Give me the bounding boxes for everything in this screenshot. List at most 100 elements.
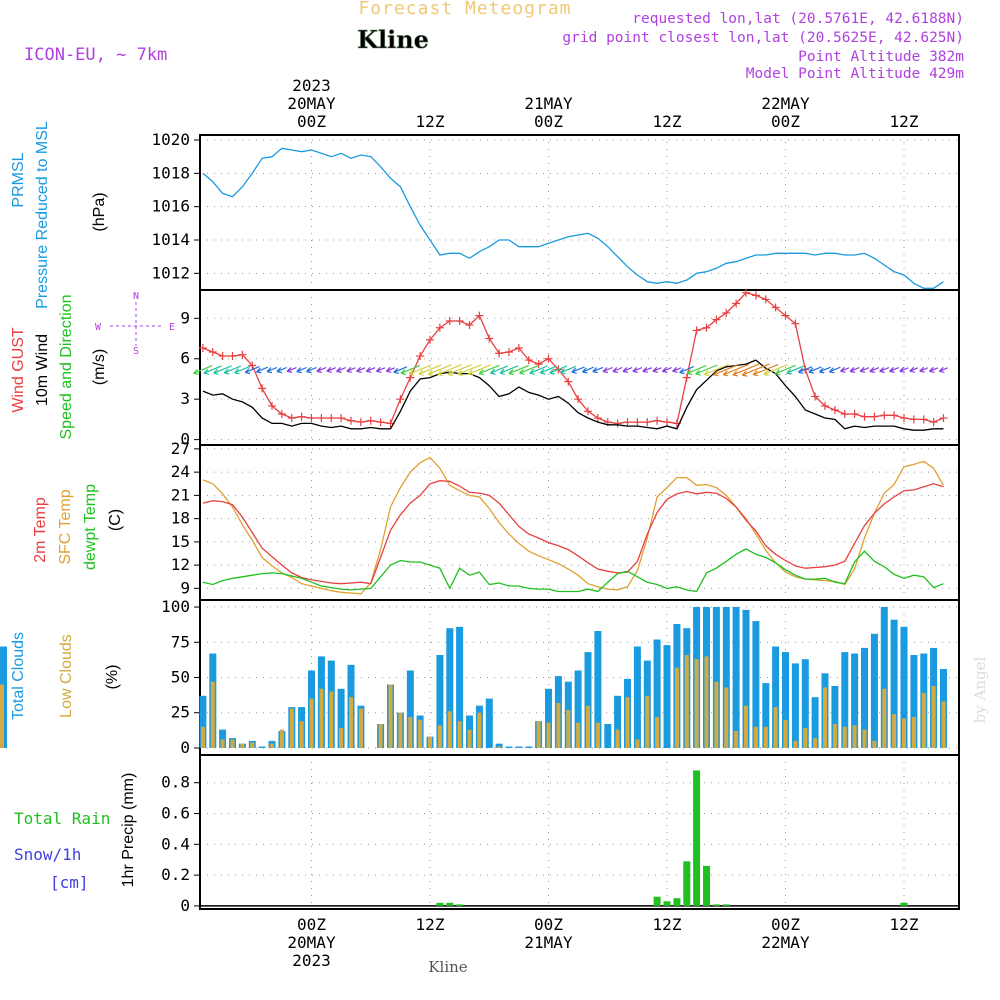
bottom-time-label: 2023 <box>292 951 331 970</box>
wind-direction-arrow <box>336 366 346 373</box>
low-clouds-bar <box>704 656 709 748</box>
gust-marker <box>347 416 355 425</box>
total-clouds-bar <box>584 652 592 748</box>
wind-direction-arrow <box>326 366 336 373</box>
total-clouds-bar <box>456 626 464 748</box>
low-clouds-bar <box>289 708 294 748</box>
gust-marker <box>830 405 839 414</box>
total-clouds-bar <box>337 688 345 748</box>
total-clouds-label: Total Clouds <box>10 632 27 720</box>
y-tick-label: 24 <box>171 462 190 481</box>
low-clouds-bar <box>793 740 798 748</box>
gust-marker <box>633 418 642 427</box>
wind-direction-arrow <box>661 366 672 373</box>
wind-direction-arrow <box>244 366 260 375</box>
low-clouds-label: Low Clouds <box>58 634 75 718</box>
y-tick-label: 0.8 <box>161 773 190 792</box>
wind-direction-arrow <box>741 363 770 377</box>
total-clouds-bar <box>633 646 641 748</box>
total-clouds-bar <box>900 626 908 748</box>
gust-marker <box>732 299 741 308</box>
gust-marker <box>228 352 237 361</box>
total-clouds-bar <box>515 746 523 748</box>
panel-frame-precip <box>199 754 960 910</box>
wind-direction-arrow <box>752 363 779 377</box>
low-clouds-bar <box>576 722 581 748</box>
requested-coords: requested lon,lat (20.5761E, 42.6188N) <box>632 11 964 27</box>
rain-bar <box>683 861 691 906</box>
grid-point-coords: grid point closest lon,lat (20.5625E, 42… <box>562 30 964 46</box>
low-clouds-bar <box>931 686 936 748</box>
compass-north: N <box>133 291 139 302</box>
low-clouds-bar <box>250 742 255 748</box>
wind-direction-arrow <box>679 366 695 375</box>
gust-marker <box>850 410 859 418</box>
temp-unit-label: (C) <box>107 509 124 531</box>
rain-bar <box>703 865 710 906</box>
low-clouds-bar <box>882 688 887 748</box>
wind-direction-arrow <box>266 366 278 374</box>
low-clouds-bar <box>763 726 768 748</box>
wind-direction-arrow <box>840 366 850 373</box>
gust-marker <box>248 361 257 370</box>
wind-direction-arrow <box>722 363 750 377</box>
gust-marker <box>880 411 889 420</box>
low-clouds-bar <box>546 722 551 748</box>
wind-direction-arrow <box>356 366 366 373</box>
gust-marker <box>643 418 652 427</box>
low-clouds-bar <box>902 718 906 748</box>
wind-direction-arrow <box>316 366 327 373</box>
low-clouds-bar <box>200 726 205 748</box>
low-clouds-bar <box>832 724 837 748</box>
low-clouds-bar <box>378 724 383 748</box>
y-tick-label: 0.4 <box>161 834 190 853</box>
gust-marker <box>495 349 504 358</box>
bottom-time-label: 00Z <box>297 915 326 934</box>
wind-direction-arrow <box>703 363 729 377</box>
wind-direction-arrow <box>869 366 880 373</box>
wind-direction-arrow <box>786 365 805 375</box>
gust-marker <box>218 352 227 361</box>
low-clouds-bar <box>536 721 541 748</box>
wind-direction-arrow <box>622 366 633 373</box>
low-clouds-bar <box>813 738 818 748</box>
top-time-label: 12Z <box>890 112 919 131</box>
gust-marker <box>524 356 533 365</box>
wind-direction-arrow <box>889 366 899 373</box>
wind-direction-label: Speed and Direction <box>58 295 75 440</box>
low-clouds-bar <box>220 739 225 748</box>
low-clouds-bar <box>437 725 442 748</box>
total-clouds-bar <box>752 621 760 748</box>
sfc-temp-line <box>202 456 945 595</box>
gust-marker <box>584 407 592 416</box>
wind-direction-arrow <box>818 366 831 374</box>
bottom-time-label: 12Z <box>890 915 919 934</box>
low-clouds-bar <box>388 684 393 748</box>
y-tick-label: 27 <box>171 439 190 458</box>
low-clouds-bar <box>408 717 413 748</box>
y-tick-label: 1018 <box>151 163 190 182</box>
low-clouds-bar <box>655 717 660 748</box>
low-clouds-bar <box>734 731 739 748</box>
rain-bar <box>722 904 730 906</box>
wind-direction-arrow <box>306 366 317 374</box>
y-tick-label: 9 <box>180 578 190 597</box>
pressure-line <box>202 147 944 289</box>
wind-direction-arrow <box>223 365 242 375</box>
low-clouds-bar <box>0 715 4 748</box>
wind-direction-arrow <box>255 366 269 374</box>
gust-marker <box>287 414 296 423</box>
temp2m-line <box>202 480 944 585</box>
total-clouds-bar <box>732 607 740 748</box>
wind-direction-arrow <box>427 364 452 376</box>
total-clouds-bar <box>258 746 266 748</box>
total-clouds-bar <box>485 698 493 748</box>
gust-marker <box>722 308 731 317</box>
wind-direction-arrow <box>213 365 232 375</box>
gust-marker <box>426 335 434 344</box>
total-clouds-bar <box>880 607 888 748</box>
gust-marker <box>564 377 573 386</box>
gust-marker <box>505 348 513 356</box>
total-clouds-bar <box>574 670 582 748</box>
low-clouds-bar <box>674 667 679 748</box>
